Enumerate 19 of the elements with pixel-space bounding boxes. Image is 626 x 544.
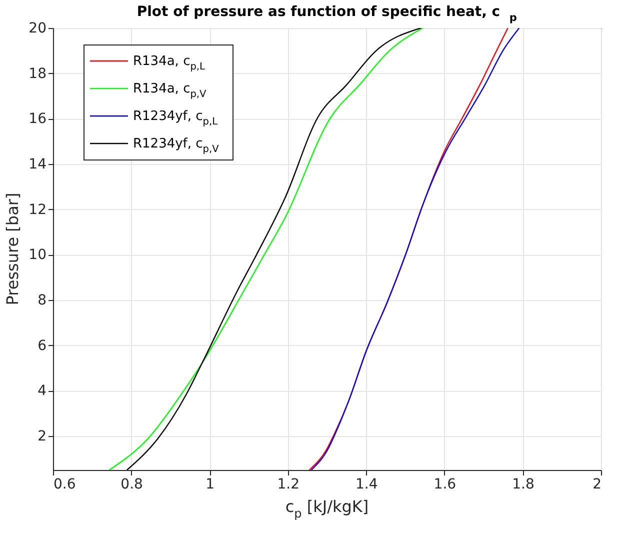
y-tick-label: 18 — [28, 66, 46, 82]
x-tick-label: 0.8 — [120, 476, 143, 492]
y-tick-label: 8 — [38, 292, 46, 308]
y-tick-label: 6 — [38, 338, 47, 354]
y-tick-label: 14 — [28, 156, 47, 172]
x-tick-label: 1.6 — [434, 476, 456, 492]
y-tick-label: 16 — [28, 111, 47, 128]
x-tick-label: 1.8 — [512, 476, 534, 492]
x-tick-label: 1.2 — [277, 476, 300, 492]
x-tick-label: 2 — [592, 476, 602, 492]
x-tick-label: 1 — [206, 476, 215, 492]
y-tick-label: 4 — [38, 383, 47, 400]
x-tick-label: 0.6 — [54, 476, 76, 492]
y-tick-label: 2 — [38, 428, 46, 444]
y-tick-label: 10 — [28, 247, 46, 264]
y-tick-label: 20 — [28, 20, 46, 36]
x-tick-label: 1.4 — [356, 476, 378, 492]
y-tick-label: 12 — [28, 202, 46, 218]
y-axis-title: Pressure [bar] — [3, 192, 22, 306]
